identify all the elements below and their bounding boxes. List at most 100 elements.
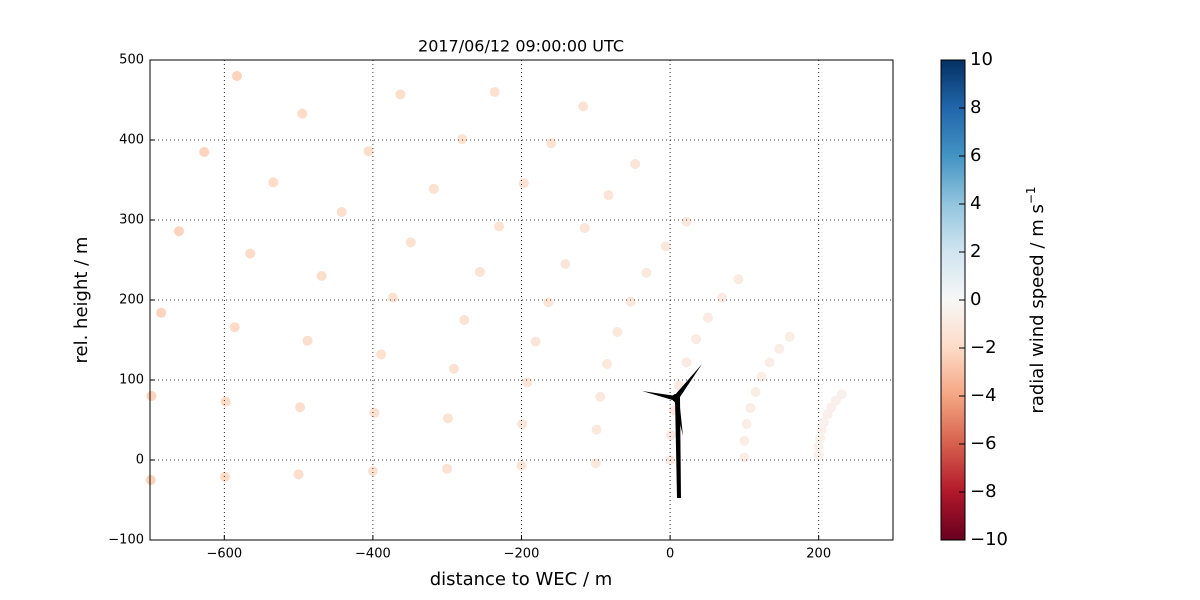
scatter-point — [745, 403, 756, 413]
scatter-point — [199, 147, 210, 157]
colorbar-tick-label: 2 — [970, 241, 981, 262]
y-tick-label: 500 — [119, 53, 144, 68]
scatter-point — [665, 430, 676, 441]
scatter-point — [156, 307, 167, 318]
scatter-point — [603, 190, 614, 201]
scatter-point — [625, 296, 636, 307]
scatter-point — [494, 221, 505, 232]
scatter-point — [590, 458, 601, 469]
x-tick-label: −200 — [504, 547, 540, 562]
scatter-point — [591, 424, 602, 435]
colorbar-tick-label: 6 — [970, 145, 981, 166]
scatter-point — [518, 178, 529, 189]
scatter-point — [774, 343, 785, 354]
scatter-point — [474, 267, 485, 277]
colorbar-tick-label: −8 — [970, 481, 997, 502]
y-tick-label: 0 — [136, 453, 144, 468]
scatter-point — [595, 391, 606, 402]
scatter-point — [764, 357, 775, 368]
scatter-point — [641, 267, 652, 278]
scatter-point — [442, 413, 453, 424]
turbine-hub — [672, 394, 680, 402]
scatter-point — [367, 466, 378, 477]
scatter-point — [387, 292, 398, 303]
chart-title: 2017/06/12 09:00:00 UTC — [418, 37, 624, 56]
scatter-point — [784, 331, 795, 342]
scatter-point — [297, 108, 308, 119]
scatter-point — [530, 336, 541, 347]
scatter-point — [459, 315, 470, 325]
scatter-point — [612, 327, 623, 337]
turbine-blade — [674, 364, 702, 400]
scatter-point — [630, 159, 641, 169]
scatter-point — [830, 395, 841, 406]
scatter-point — [363, 146, 374, 157]
scatter-point — [813, 449, 824, 460]
x-tick-label: 200 — [806, 547, 831, 562]
scatter-point — [702, 312, 713, 323]
colorbar-label-sup: −1 — [1024, 186, 1038, 204]
x-axis-label: distance to WEC / m — [430, 569, 613, 590]
colorbar-tick-label: −10 — [970, 529, 1008, 550]
scatter-point — [750, 387, 761, 397]
x-tick-label: −600 — [206, 547, 242, 562]
scatter-point — [145, 475, 156, 485]
scatter-point — [220, 396, 231, 407]
scatter-point — [546, 138, 557, 149]
scatter-point — [813, 441, 824, 452]
scatter-point — [229, 322, 240, 333]
scatter-point — [405, 237, 416, 248]
scatter-point — [756, 371, 767, 382]
y-tick-label: 300 — [119, 213, 144, 228]
scatter-point — [836, 389, 847, 400]
scatter-point — [369, 407, 380, 418]
scatter-point — [517, 419, 528, 429]
scatter-point — [601, 359, 612, 369]
scatter-point — [268, 177, 279, 188]
scatter-point — [522, 377, 533, 388]
scatter-point — [231, 71, 242, 81]
turbine-tower — [675, 398, 681, 498]
y-tick-label: 100 — [119, 373, 144, 388]
y-tick-label: −100 — [108, 533, 144, 548]
scatter-point — [395, 89, 406, 100]
scatter-point — [741, 419, 752, 429]
scatter-point — [442, 463, 453, 474]
scatter-point — [489, 87, 500, 97]
x-tick-label: 0 — [666, 547, 674, 562]
colorbar-tick-label: −4 — [970, 385, 997, 406]
scatter-point — [516, 460, 527, 471]
colorbar-tick-label: −2 — [970, 337, 997, 358]
turbine — [642, 364, 702, 498]
scatter-point — [681, 216, 692, 227]
scatter-point — [428, 183, 439, 194]
scatter-point — [245, 248, 256, 259]
scatter-point — [660, 241, 671, 252]
scatter-point — [316, 271, 327, 281]
scatter-point — [448, 363, 459, 374]
scatter-point — [739, 435, 750, 446]
turbine-blade — [674, 398, 683, 436]
scatter-point — [220, 471, 231, 482]
scatter-point — [173, 226, 184, 237]
scatter-point — [543, 297, 554, 308]
scatter-point — [733, 274, 744, 285]
scatter-point — [376, 349, 387, 360]
scatter-point — [739, 452, 750, 463]
colorbar-tick-label: 10 — [970, 49, 993, 70]
colorbar-tick-label: 4 — [970, 193, 981, 214]
scatter-point — [681, 357, 692, 368]
colorbar-tick-label: 8 — [970, 97, 981, 118]
scatter-point — [336, 207, 347, 217]
scatter-point — [578, 101, 589, 112]
colorbar-label: radial wind speed / m s−1 — [1024, 186, 1049, 413]
y-tick-label: 400 — [119, 133, 144, 148]
y-tick-label: 200 — [119, 293, 144, 308]
scatter-point — [295, 402, 306, 413]
scatter-point — [457, 134, 468, 145]
scatter-point — [691, 334, 702, 345]
colorbar-tick-label: −6 — [970, 433, 997, 454]
scatter-point — [560, 259, 571, 269]
scatter-point — [302, 335, 313, 346]
